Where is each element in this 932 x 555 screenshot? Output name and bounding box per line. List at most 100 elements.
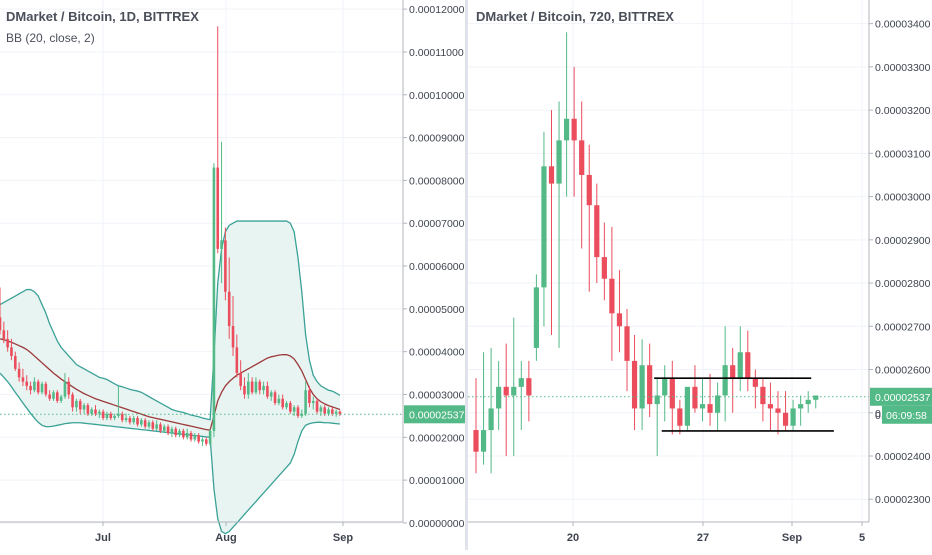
candle-down[interactable] <box>624 308 630 392</box>
candle-up[interactable] <box>311 396 315 410</box>
candle-up[interactable] <box>247 373 250 399</box>
candle-down[interactable] <box>86 403 90 416</box>
candle-down[interactable] <box>224 227 227 301</box>
candle-up[interactable] <box>798 395 804 426</box>
candle-up[interactable] <box>254 377 258 395</box>
candle-down[interactable] <box>0 287 2 335</box>
candle-up[interactable] <box>813 395 819 409</box>
bollinger-upper-line[interactable] <box>0 220 341 421</box>
candle-up[interactable] <box>82 403 86 414</box>
candle-up[interactable] <box>147 420 151 429</box>
candle-down[interactable] <box>609 226 615 361</box>
candle-up[interactable] <box>170 426 174 438</box>
candle-down[interactable] <box>548 110 555 335</box>
candle-down[interactable] <box>94 405 97 416</box>
candle-down[interactable] <box>159 422 162 434</box>
candle-up[interactable] <box>496 360 502 431</box>
candle-down[interactable] <box>616 270 623 353</box>
candle-down[interactable] <box>166 424 170 436</box>
candle-up[interactable] <box>132 415 135 425</box>
candle-down[interactable] <box>239 360 242 391</box>
candle-down[interactable] <box>25 375 29 391</box>
candle-down[interactable] <box>571 66 577 197</box>
candle-up[interactable] <box>511 317 517 457</box>
candle-up[interactable] <box>277 394 281 406</box>
candle-down[interactable] <box>67 377 71 399</box>
candle-up[interactable] <box>201 437 204 446</box>
candle-down[interactable] <box>231 296 235 356</box>
candle-up[interactable] <box>208 428 212 446</box>
candle-down[interactable] <box>120 411 124 423</box>
candle-up[interactable] <box>113 413 116 421</box>
candle-up[interactable] <box>699 378 706 422</box>
right-price-axis[interactable]: 0.000023000.000024000.000025000.00002600… <box>869 19 932 507</box>
candle-up[interactable] <box>304 381 307 416</box>
candle-up[interactable] <box>269 390 273 401</box>
left-price-axis[interactable]: 0.00000000 0.00001000 0.00002000 0.00003000… <box>403 4 466 530</box>
candle-up[interactable] <box>285 400 288 410</box>
candle-up[interactable] <box>117 385 120 419</box>
candle-up[interactable] <box>292 405 296 416</box>
candle-up[interactable] <box>662 365 668 422</box>
candle-up[interactable] <box>63 373 67 399</box>
candle-up[interactable] <box>639 339 645 431</box>
candle-up[interactable] <box>193 433 197 442</box>
candle-down[interactable] <box>21 368 25 386</box>
candle-down[interactable] <box>174 426 178 438</box>
candle-down[interactable] <box>6 330 9 352</box>
candle-down[interactable] <box>315 398 319 414</box>
candle-down[interactable] <box>227 257 231 339</box>
candle-up[interactable] <box>90 407 93 416</box>
candle-up[interactable] <box>155 420 158 431</box>
candle-down[interactable] <box>338 410 342 416</box>
candle-up[interactable] <box>488 347 494 474</box>
candle-down[interactable] <box>78 398 82 414</box>
candle-up[interactable] <box>59 394 63 404</box>
candle-up[interactable] <box>334 409 338 417</box>
candle-down[interactable] <box>473 378 479 474</box>
candle-down[interactable] <box>197 433 200 444</box>
candle-up[interactable] <box>220 141 223 284</box>
candle-down[interactable] <box>48 390 51 401</box>
candle-down[interactable] <box>182 428 185 440</box>
candle-up[interactable] <box>805 391 811 413</box>
candle-up[interactable] <box>162 424 166 434</box>
candle-down[interactable] <box>677 399 683 435</box>
candle-down[interactable] <box>17 362 21 382</box>
candle-up[interactable] <box>40 381 44 395</box>
candle-down[interactable] <box>775 391 781 435</box>
candle-up[interactable] <box>790 399 796 431</box>
candle-up[interactable] <box>654 378 660 457</box>
candle-up[interactable] <box>556 101 562 348</box>
candle-down[interactable] <box>669 360 675 435</box>
candle-down[interactable] <box>44 381 48 397</box>
candle-down[interactable] <box>204 437 208 446</box>
candle-down[interactable] <box>13 351 17 371</box>
bollinger-basis-line[interactable] <box>0 338 341 431</box>
candle-up[interactable] <box>178 428 181 438</box>
candle-up[interactable] <box>564 32 570 197</box>
candle-down[interactable] <box>128 415 132 425</box>
candle-down[interactable] <box>503 343 509 457</box>
candle-down[interactable] <box>745 330 751 392</box>
candle-down[interactable] <box>308 385 311 408</box>
candle-up[interactable] <box>75 398 78 412</box>
candle-down[interactable] <box>692 365 698 413</box>
right-level-lines[interactable] <box>654 377 834 432</box>
candle-down[interactable] <box>243 377 246 399</box>
candle-up[interactable] <box>52 390 55 401</box>
left-time-axis[interactable]: Jul Aug Sep <box>95 522 353 544</box>
bollinger-lower-line[interactable] <box>0 372 341 535</box>
candle-down[interactable] <box>143 418 147 429</box>
candle-down[interactable] <box>760 378 766 422</box>
candle-up[interactable] <box>33 377 36 393</box>
candle-down[interactable] <box>730 347 736 413</box>
candle-up[interactable] <box>124 413 128 423</box>
candle-up[interactable] <box>185 428 189 440</box>
candle-down[interactable] <box>631 334 638 431</box>
candle-down[interactable] <box>189 430 193 442</box>
pane-separator[interactable] <box>465 0 468 550</box>
candle-down[interactable] <box>296 405 300 419</box>
left-indicator-label[interactable]: BB (20, close, 2) <box>6 31 95 45</box>
candle-down[interactable] <box>601 222 607 301</box>
